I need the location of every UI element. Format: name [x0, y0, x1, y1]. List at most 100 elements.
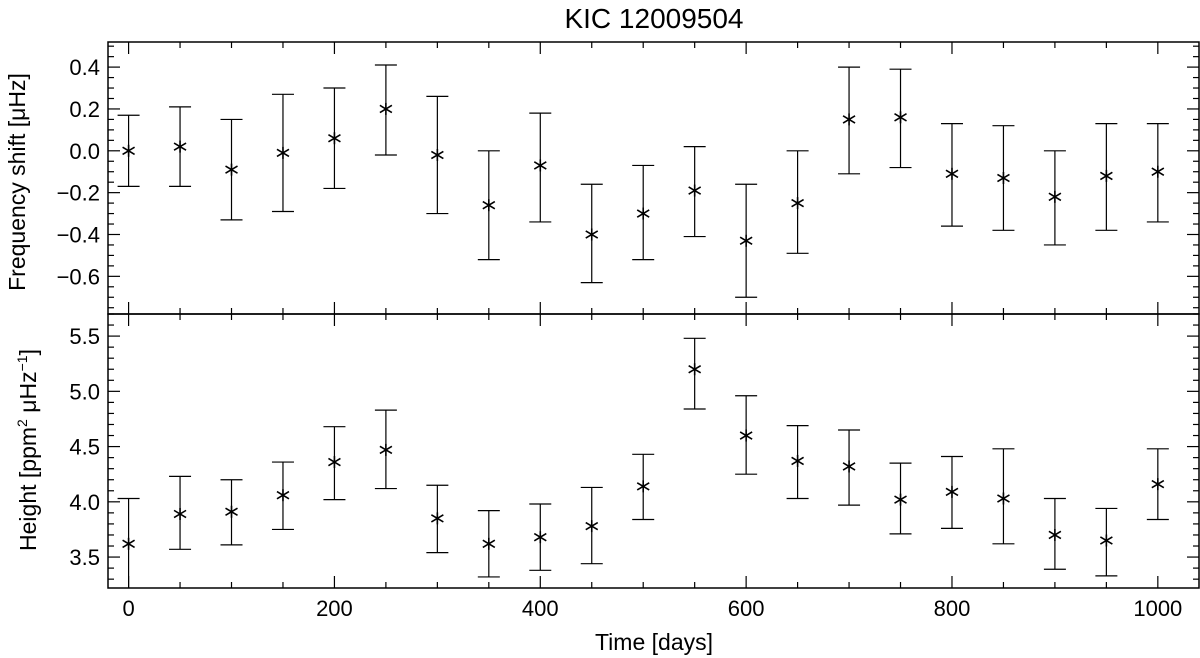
data-point — [271, 93, 294, 213]
data-point — [683, 337, 706, 410]
x-axis-label: Time [days] — [595, 629, 713, 655]
y-tick-label: 3.5 — [69, 545, 100, 570]
data-point — [838, 66, 861, 175]
asterisk-marker — [1151, 165, 1165, 178]
data-point — [169, 106, 192, 187]
asterisk-marker — [945, 167, 959, 180]
asterisk-marker — [430, 148, 444, 161]
asterisk-marker — [379, 102, 393, 115]
asterisk-marker — [688, 363, 702, 376]
asterisk-marker — [328, 132, 341, 145]
data-point — [735, 395, 758, 475]
data-point — [580, 486, 603, 565]
data-point — [889, 462, 912, 535]
asterisk-marker — [173, 507, 187, 520]
panel-frequency-shift: 0.4 0.2 0.0 −0.2 −0.4 −0.6 — [57, 41, 1200, 315]
data-point — [838, 429, 861, 506]
asterisk-marker — [1099, 169, 1113, 182]
asterisk-marker — [122, 537, 135, 550]
data-point — [889, 68, 912, 169]
asterisk-marker — [636, 207, 650, 220]
data-point — [220, 118, 243, 221]
y-tick-label: 4.0 — [69, 490, 100, 515]
asterisk-marker — [533, 159, 547, 172]
data-point — [220, 479, 243, 546]
asterisk-marker — [1048, 528, 1062, 541]
data-point — [1043, 150, 1066, 246]
data-point — [735, 183, 758, 298]
asterisk-marker — [842, 113, 856, 126]
asterisk-marker — [533, 531, 547, 544]
y-tick-label: 4.5 — [69, 435, 100, 460]
asterisk-marker — [894, 111, 907, 124]
data-point — [477, 510, 500, 578]
bottom-y-axis-label: Height [ppm2 μHz−1] — [14, 349, 41, 551]
asterisk-marker — [585, 520, 599, 533]
chart-title: KIC 12009504 — [564, 3, 743, 34]
x-tick-label: 600 — [728, 596, 765, 621]
bottom-y-axis-label-sup-minus-1: −1 — [14, 355, 30, 371]
bottom-y-axis-label-sup-2: 2 — [14, 419, 30, 427]
asterisk-marker — [225, 505, 238, 518]
asterisk-marker — [997, 172, 1010, 184]
data-point — [374, 64, 397, 156]
asterisk-marker — [791, 197, 805, 210]
asterisk-marker — [430, 512, 444, 525]
data-point — [992, 448, 1015, 545]
data-point — [374, 409, 397, 490]
data-point — [1095, 507, 1118, 577]
asterisk-marker — [739, 429, 753, 442]
data-point — [477, 150, 500, 261]
bottom-y-axis-label-end: ] — [15, 349, 41, 355]
y-tick-label: 0.4 — [69, 55, 100, 80]
asterisk-marker — [1151, 478, 1165, 491]
data-point — [426, 95, 449, 215]
data-point — [169, 475, 192, 550]
x-tick-label: 400 — [522, 596, 559, 621]
asterisk-marker — [945, 485, 959, 498]
asterisk-marker — [173, 140, 187, 153]
data-point — [683, 146, 706, 238]
data-point — [323, 426, 346, 501]
x-tick-label: 800 — [934, 596, 971, 621]
asterisk-marker — [276, 146, 290, 159]
y-tick-label: −0.2 — [57, 181, 100, 206]
y-tick-label: 5.5 — [69, 324, 100, 349]
data-point — [271, 461, 294, 531]
y-tick-label: 0.0 — [69, 139, 100, 164]
data-point — [786, 424, 809, 500]
bottom-y-axis-label-mid: μHz — [15, 371, 41, 419]
y-tick-label: 0.2 — [69, 97, 100, 122]
plot-frame — [107, 313, 1200, 589]
bottom-y-axis-label-main: Height [ppm — [15, 427, 41, 551]
asterisk-marker — [997, 492, 1010, 505]
data-point — [786, 150, 809, 254]
data-point — [117, 114, 140, 187]
top-y-axis-label: Frequency shift [μHz] — [4, 73, 30, 291]
asterisk-marker — [379, 443, 393, 456]
panel-height: 5.5 5.0 4.5 4.0 3.5 0 200 400 600 800 1000 — [69, 313, 1200, 621]
data-point — [992, 125, 1015, 231]
x-tick-label: 200 — [316, 596, 353, 621]
x-tick-label: 1000 — [1133, 596, 1182, 621]
data-point — [1043, 497, 1066, 570]
data-point — [632, 453, 655, 521]
asterisk-marker — [276, 489, 290, 502]
plot-frame — [107, 41, 1200, 315]
data-point — [1146, 448, 1169, 521]
asterisk-marker — [842, 460, 856, 473]
asterisk-marker — [482, 537, 496, 550]
asterisk-marker — [328, 456, 341, 469]
asterisk-marker — [894, 493, 907, 506]
data-point — [323, 87, 346, 190]
asterisk-marker — [1099, 534, 1113, 547]
asterisk-marker — [585, 228, 599, 241]
data-point — [1146, 122, 1169, 223]
asterisk-marker — [1048, 190, 1062, 203]
data-point — [580, 183, 603, 284]
asterisk-marker — [636, 480, 650, 493]
data-point — [940, 455, 963, 529]
asterisk-marker — [122, 144, 135, 157]
x-tick-label: 0 — [122, 596, 134, 621]
